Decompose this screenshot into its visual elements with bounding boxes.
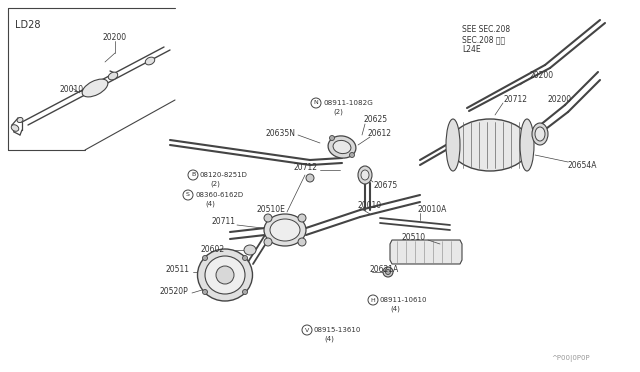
Ellipse shape: [328, 136, 356, 158]
Text: 20510E: 20510E: [256, 205, 285, 215]
Text: 08120-8251D: 08120-8251D: [200, 172, 248, 178]
Ellipse shape: [361, 170, 369, 180]
Ellipse shape: [383, 267, 393, 277]
Text: 20200: 20200: [530, 71, 554, 80]
Text: S: S: [186, 192, 190, 198]
Ellipse shape: [243, 256, 248, 260]
Text: 20010: 20010: [60, 86, 84, 94]
Ellipse shape: [298, 238, 306, 246]
Ellipse shape: [446, 119, 460, 171]
Polygon shape: [390, 240, 462, 264]
Ellipse shape: [270, 219, 300, 241]
Text: SEC.208 参照: SEC.208 参照: [462, 35, 505, 45]
Text: (2): (2): [333, 109, 343, 115]
Text: LD28: LD28: [15, 20, 40, 30]
Circle shape: [302, 325, 312, 335]
Circle shape: [368, 295, 378, 305]
Text: 20200: 20200: [548, 96, 572, 105]
Text: SEE SEC.208: SEE SEC.208: [462, 26, 510, 35]
Ellipse shape: [82, 79, 108, 97]
Text: N: N: [314, 100, 318, 106]
Text: H: H: [371, 298, 376, 302]
Circle shape: [311, 98, 321, 108]
Ellipse shape: [298, 214, 306, 222]
Ellipse shape: [17, 118, 23, 122]
Text: 08911-10610: 08911-10610: [380, 297, 428, 303]
Ellipse shape: [264, 238, 272, 246]
Ellipse shape: [244, 245, 256, 255]
Text: (4): (4): [205, 201, 215, 207]
Text: 20520P: 20520P: [159, 288, 188, 296]
Ellipse shape: [264, 214, 306, 246]
Text: 20010A: 20010A: [417, 205, 446, 215]
Text: 20711: 20711: [211, 218, 235, 227]
Ellipse shape: [358, 166, 372, 184]
Ellipse shape: [385, 269, 390, 275]
Text: 20200: 20200: [103, 32, 127, 42]
Text: 20712: 20712: [294, 164, 318, 173]
Text: 20511: 20511: [166, 266, 190, 275]
Ellipse shape: [520, 119, 534, 171]
Text: 20675: 20675: [373, 180, 397, 189]
Ellipse shape: [349, 153, 355, 157]
Text: 20010: 20010: [357, 201, 381, 209]
Ellipse shape: [198, 249, 253, 301]
Ellipse shape: [145, 57, 155, 65]
Text: V: V: [305, 327, 309, 333]
Ellipse shape: [535, 127, 545, 141]
Text: 08911-1082G: 08911-1082G: [323, 100, 373, 106]
Text: 20712: 20712: [503, 96, 527, 105]
Text: 08360-6162D: 08360-6162D: [195, 192, 243, 198]
Text: (2): (2): [210, 181, 220, 187]
Ellipse shape: [12, 125, 19, 131]
Ellipse shape: [264, 214, 272, 222]
Ellipse shape: [450, 119, 530, 171]
Ellipse shape: [333, 140, 351, 154]
Ellipse shape: [306, 174, 314, 182]
Text: 08915-13610: 08915-13610: [314, 327, 362, 333]
Circle shape: [188, 170, 198, 180]
Ellipse shape: [108, 72, 118, 80]
Text: 20612: 20612: [367, 129, 391, 138]
Ellipse shape: [532, 123, 548, 145]
Text: (4): (4): [390, 306, 400, 312]
Ellipse shape: [243, 289, 248, 295]
Text: L24E: L24E: [462, 45, 481, 55]
Text: 20510: 20510: [402, 234, 426, 243]
Text: 20625: 20625: [363, 115, 387, 125]
Text: 20635N: 20635N: [265, 128, 295, 138]
Text: 20602: 20602: [201, 246, 225, 254]
Circle shape: [183, 190, 193, 200]
Text: 20621A: 20621A: [370, 266, 399, 275]
Text: ^P00|0P0P: ^P00|0P0P: [552, 355, 590, 362]
Text: B: B: [191, 173, 195, 177]
Ellipse shape: [202, 289, 207, 295]
Ellipse shape: [330, 135, 335, 141]
Ellipse shape: [202, 256, 207, 260]
Ellipse shape: [205, 256, 245, 294]
Text: 20654A: 20654A: [568, 160, 598, 170]
Text: (4): (4): [324, 336, 334, 342]
Ellipse shape: [216, 266, 234, 284]
